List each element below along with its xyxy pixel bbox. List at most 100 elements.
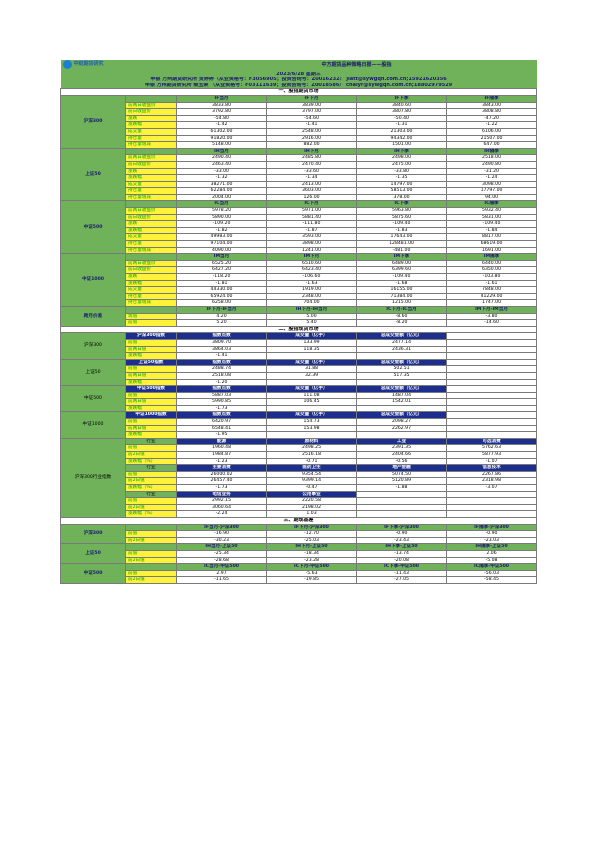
row-label: 前值 — [124, 365, 178, 373]
data-cell: -33.60 — [266, 167, 358, 176]
index-label: 沪深300指数 — [124, 332, 178, 340]
analyst-1: 申银 万州期货研究所 贾婷婷（从业资格号：F3056905；投资咨询号：Z001… — [60, 77, 537, 83]
analyst-row-1: 申银 万州期货研究所 贾婷婷（从业资格号：F3056905；投资咨询号：Z001… — [60, 77, 537, 83]
data-cell: 2348.00 — [266, 292, 358, 301]
row-label: 涨跌幅（%） — [124, 484, 178, 492]
data-cell: 94.00 — [446, 193, 538, 202]
row-label: 前两日值 — [124, 398, 178, 406]
data-cell: -8.60 — [356, 312, 448, 321]
index-header-row: 中证500 中证500指数 指数点数 成交量（亿手） 总成交金额（亿元） — [60, 385, 538, 413]
row-label: 前两日值 — [124, 424, 178, 433]
data-cell: 153.98 — [266, 424, 358, 433]
row-label: 涨跌幅 — [124, 279, 178, 288]
data-cell: -23.03 — [446, 536, 538, 545]
data-cell: 128481.00 — [356, 240, 448, 248]
column-header: IC下季-中证500 — [356, 563, 448, 571]
data-cell-empty — [446, 431, 538, 439]
data-cell: -1.22 — [446, 121, 538, 129]
row-label: 涨跌幅（%） — [124, 457, 178, 466]
data-cell: 6510.60 — [266, 259, 358, 268]
data-cell: 1487.04 — [356, 391, 448, 400]
data-cell: 1.03 — [266, 510, 358, 518]
data-cell: 6350.00 — [446, 266, 538, 274]
data-row: 前2日值 3060.64 2198.02 — [61, 503, 538, 512]
group-header-row: 中证1000 IM当月 IM下月 IM下季 IM隔季 — [60, 253, 538, 307]
data-cell: 3807.80 — [356, 108, 448, 116]
data-cell: 5963.80 — [356, 207, 448, 215]
data-row: 前值 5.20 5.40 -8.20 -14.60 — [61, 319, 538, 327]
data-cell — [356, 378, 448, 387]
row-label: 涨跌幅 — [124, 404, 178, 413]
data-cell: 5.40 — [266, 319, 358, 327]
row-label: 持仓量 — [124, 134, 178, 143]
data-cell: -0.47 — [266, 484, 358, 492]
data-cell — [446, 503, 538, 512]
industry-header-row: 行业 主要消费 医药卫生 地产金融 信息技术 — [61, 464, 538, 472]
row-label: 前值 — [124, 444, 178, 453]
data-cell: 118.35 — [266, 345, 358, 354]
index-label: 中证1000指数 — [124, 411, 178, 420]
column-header-empty — [446, 385, 538, 393]
column-header: 工业 — [356, 437, 448, 446]
column-header: IF当月-沪深300 — [176, 523, 268, 532]
row-label: 成交量 — [124, 286, 178, 294]
data-cell: 2516.18 — [266, 451, 358, 459]
report-date: 2023/6/28 星期三 — [60, 71, 537, 78]
data-cell: 154.73 — [266, 418, 358, 426]
data-cell: -50.40 — [356, 114, 448, 123]
section-title-row: 一、股指期货市场 — [59, 88, 538, 96]
data-cell: 133.99 — [266, 338, 358, 347]
data-cell: 6423.40 — [266, 266, 358, 274]
column-header: 总成交金额（亿元） — [356, 332, 448, 340]
index-header-row: 沪深300 沪深300指数 指数点数 成交量（亿手） 总成交金额（亿元） — [60, 332, 538, 360]
data-row: 前2日值 26457.40 9399.14 5120.89 2318.98 — [61, 477, 538, 485]
group-header-row: 中证500 IC当月 IC下月 IC下季 IC隔季 — [60, 200, 538, 255]
row-label: 前2日值 — [124, 451, 178, 459]
data-cell: 378.00 — [356, 193, 448, 202]
data-cell: 31.88 — [266, 365, 358, 373]
row-label: 持仓量增减 — [124, 246, 178, 255]
data-cell: 1241.00 — [266, 246, 358, 255]
data-cell: -1.95 — [176, 431, 268, 439]
data-row: 前两日值 6548.41 153.98 2262.97 — [61, 424, 538, 433]
data-cell: -1.34 — [266, 174, 358, 182]
data-row: 现值 4.20 5.00 -8.60 -3.80 — [61, 312, 538, 321]
row-label: 前值 — [124, 549, 178, 558]
row-label: 持仓量增减 — [124, 141, 178, 149]
row-label: 前值 — [124, 338, 178, 347]
row-label: 成交量 — [124, 127, 178, 136]
data-cell: -23.28 — [266, 556, 358, 565]
data-cell-empty — [446, 338, 538, 347]
data-cell: -1.87 — [266, 226, 358, 235]
row-label: 成交量 — [124, 180, 178, 189]
column-header: 信息技术 — [446, 464, 538, 472]
data-cell: 3098.00 — [446, 180, 538, 189]
data-cell: 3808.80 — [446, 108, 538, 116]
data-cell: 5971.00 — [266, 207, 358, 215]
data-row: 前值 5887.03 111.08 1487.04 — [61, 391, 538, 400]
data-cell: 61302.00 — [176, 127, 268, 136]
data-row: 涨跌 -33.00 -33.60 -33.80 -31.20 — [61, 167, 538, 176]
data-cell: -1.35 — [356, 174, 448, 182]
row-label: 前两日收盘价 — [124, 154, 178, 162]
section-title: 二、股指现货市场 — [59, 325, 538, 334]
data-cell — [446, 510, 538, 518]
data-cell: 1501.00 — [356, 141, 448, 149]
group-header-label — [124, 563, 178, 571]
data-cell — [356, 503, 448, 512]
data-cell: -11.43 — [356, 569, 448, 578]
column-header: IF隔季 — [446, 94, 538, 103]
data-cell: -2.24 — [176, 510, 268, 518]
column-header: 成交量（亿手） — [266, 358, 358, 367]
data-row: 前2日值 -30.23 -25.03 -23.43 -23.03 — [61, 536, 538, 545]
data-cell: -27.05 — [356, 576, 448, 584]
data-row: 前值 3809.70 133.99 2477.14 — [61, 338, 538, 347]
data-cell-empty — [446, 391, 538, 400]
data-cell: 2992.15 — [176, 497, 268, 505]
group-header-row: 沪深300 IF当月-沪深300 IF下月-沪深300 IF下季-沪深300 IF隔季-… — [60, 523, 538, 545]
data-cell: -109.20 — [176, 220, 268, 228]
data-cell: 1919.00 — [266, 286, 358, 294]
data-cell-empty — [446, 371, 538, 380]
group-header-label — [124, 543, 178, 551]
data-row: 成交量 38271.00 2413.00 14797.00 3098.00 — [61, 180, 538, 189]
